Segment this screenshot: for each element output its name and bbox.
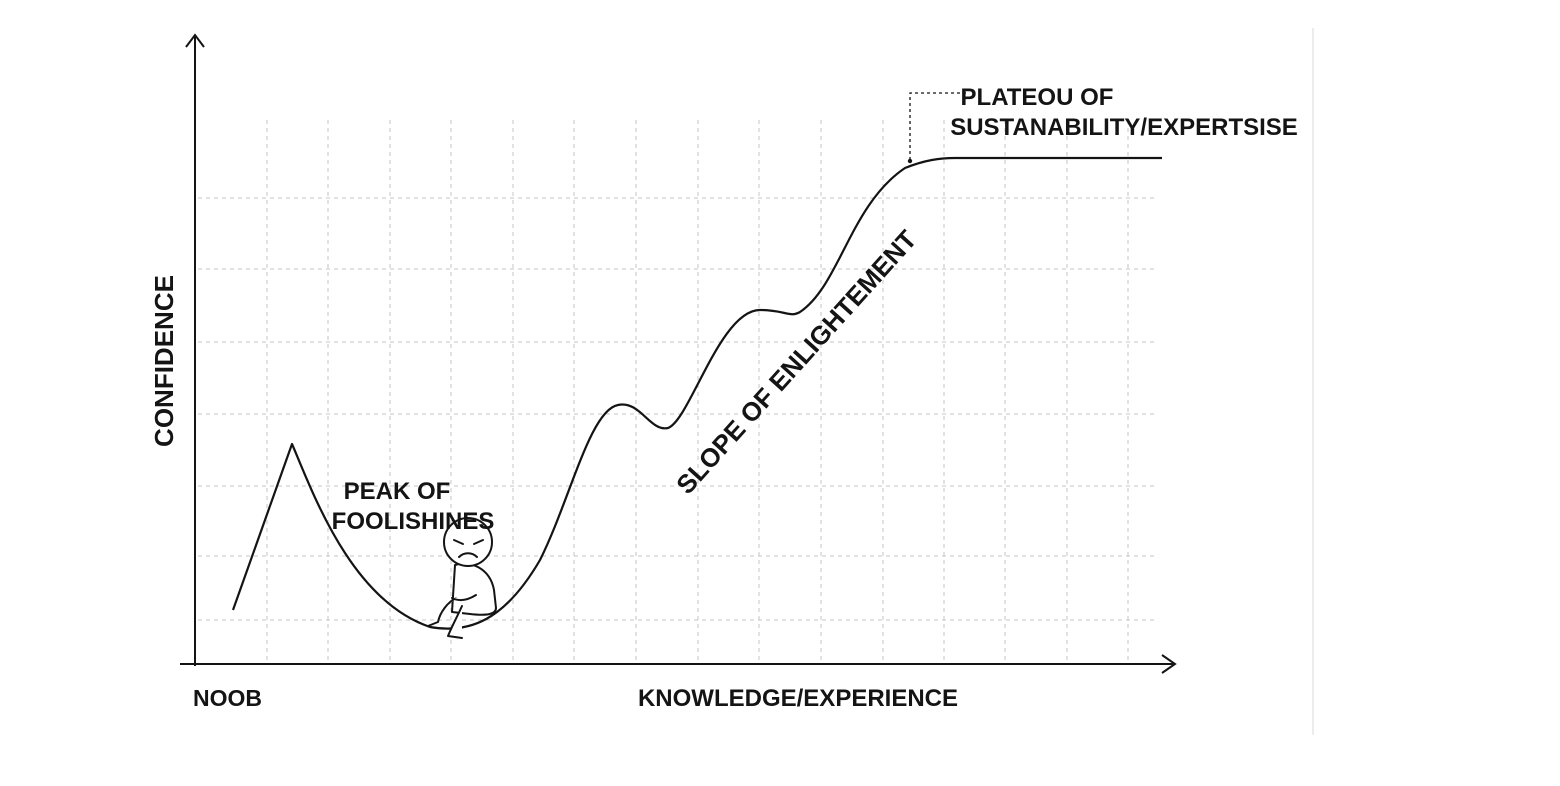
grid (198, 120, 1155, 660)
y-axis (185, 33, 205, 666)
peak-label-line-2: FOOLISHINES (332, 508, 495, 535)
confidence-curve (231, 156, 1162, 630)
peak-label-line-1: PEAK OF (344, 478, 451, 505)
plateau-label-line-1: PLATEOU OF (961, 84, 1114, 111)
slope-label: SLOPE OF ENLIGHTEMENT (670, 224, 922, 500)
origin-label: NOOB (193, 685, 262, 711)
x-axis-label: KNOWLEDGE/EXPERIENCE (638, 685, 958, 712)
plateau-label-line-2: SUSTANABILITY/EXPERTSISE (950, 114, 1298, 141)
y-axis-label: CONFIDENCE (149, 275, 179, 447)
plateau-leader (907, 92, 968, 164)
sad-stick-figure-icon (427, 517, 497, 639)
x-axis (180, 654, 1177, 674)
